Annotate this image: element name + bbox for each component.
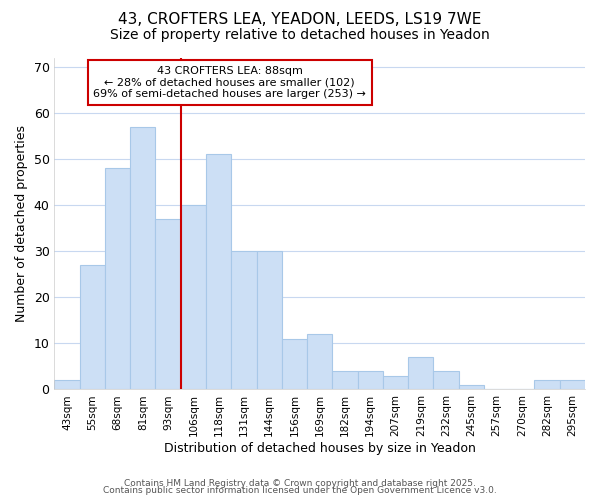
Bar (307, 334, 332, 390)
Text: 43, CROFTERS LEA, YEADON, LEEDS, LS19 7WE: 43, CROFTERS LEA, YEADON, LEEDS, LS19 7W… (118, 12, 482, 28)
Text: Contains HM Land Registry data © Crown copyright and database right 2025.: Contains HM Land Registry data © Crown c… (124, 478, 476, 488)
Bar (80, 265, 105, 390)
Bar (383, 376, 408, 390)
Bar (231, 251, 257, 390)
Bar (206, 154, 231, 390)
Bar (105, 168, 130, 390)
Bar (55, 380, 80, 390)
Text: Size of property relative to detached houses in Yeadon: Size of property relative to detached ho… (110, 28, 490, 42)
Text: 43 CROFTERS LEA: 88sqm
← 28% of detached houses are smaller (102)
69% of semi-de: 43 CROFTERS LEA: 88sqm ← 28% of detached… (93, 66, 366, 99)
Bar (257, 251, 282, 390)
Bar (155, 219, 181, 390)
Bar (458, 385, 484, 390)
Bar (282, 338, 307, 390)
Bar (181, 205, 206, 390)
Bar (560, 380, 585, 390)
Bar (332, 371, 358, 390)
Bar (358, 371, 383, 390)
Bar (130, 126, 155, 390)
Bar (408, 357, 433, 390)
Y-axis label: Number of detached properties: Number of detached properties (15, 125, 28, 322)
Bar (433, 371, 458, 390)
Text: Contains public sector information licensed under the Open Government Licence v3: Contains public sector information licen… (103, 486, 497, 495)
Bar (535, 380, 560, 390)
X-axis label: Distribution of detached houses by size in Yeadon: Distribution of detached houses by size … (164, 442, 476, 455)
